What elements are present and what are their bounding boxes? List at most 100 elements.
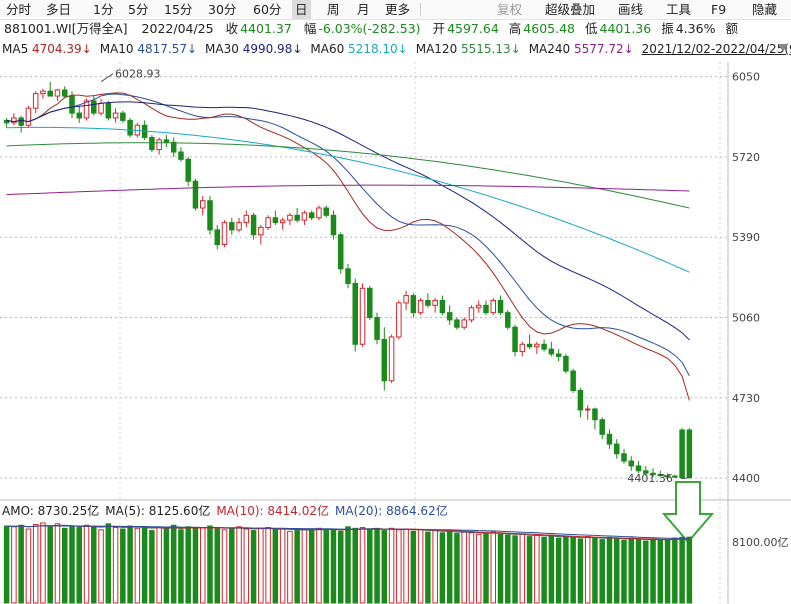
candle-23 — [170, 137, 177, 157]
candle-46 — [337, 232, 344, 274]
candle-body-4 — [32, 93, 39, 109]
candle-28 — [207, 195, 213, 235]
period-tab-3[interactable]: 5分 — [128, 2, 149, 17]
y-tick-label-1: 5720 — [732, 151, 760, 164]
y-tick-label-5: 4400 — [732, 472, 760, 485]
candle-52 — [381, 327, 388, 391]
candle-83 — [606, 429, 613, 449]
volume-ma20-line — [6, 525, 690, 539]
volume-bar-29 — [214, 528, 221, 604]
volume-bar-58 — [425, 531, 431, 604]
volume-bar-55 — [403, 528, 409, 604]
tool-button-1[interactable]: 超级叠加 — [545, 2, 596, 17]
ma-legend-value-ma10: 4817.57↓ — [133, 42, 198, 56]
candle-body-69 — [505, 312, 511, 328]
collapse-triangle-icon[interactable] — [778, 44, 788, 52]
volume-bar-50 — [367, 529, 373, 604]
candle-44 — [323, 205, 329, 218]
candle-50 — [367, 285, 373, 320]
low-marker-line — [681, 477, 690, 480]
candle-body-15 — [112, 112, 119, 119]
volume-bar-34 — [250, 530, 257, 604]
period-toolbar: 分时 多日 1分 5分 15分 30分 60分日 周 月更多 复权 超级叠加 画线 工具 F9 隐藏 — [0, 0, 791, 20]
volume-bar-86 — [628, 537, 635, 604]
period-tab-6[interactable]: 60分 — [253, 2, 282, 17]
date-range: 2021/12/02-2022/04/25(95日) — [641, 42, 791, 56]
candle-body-89 — [650, 472, 656, 475]
candle-body-60 — [439, 299, 446, 314]
volume-bar-31 — [229, 527, 235, 604]
ma-legend-value-ma30: 4990.98↓ — [238, 42, 303, 56]
candle-79 — [577, 388, 584, 418]
candle-body-20 — [149, 136, 155, 151]
candle-5 — [40, 88, 46, 99]
candle-87 — [635, 461, 642, 474]
volume-bar-41 — [301, 528, 308, 604]
toolbar-separator — [420, 3, 421, 16]
tool-button-0[interactable]: 复权 — [497, 2, 523, 17]
candle-body-91 — [664, 475, 671, 478]
period-tab-8[interactable]: 周 — [327, 2, 340, 17]
quote-amount-label: 额 — [725, 21, 738, 36]
volume-bar-27 — [199, 527, 206, 604]
volume-bar-25 — [185, 526, 191, 604]
candle-26 — [192, 178, 199, 211]
volume-bar-39 — [287, 530, 293, 604]
volume-bar-64 — [468, 532, 475, 604]
candle-body-29 — [214, 229, 221, 245]
volume-bar-82 — [599, 539, 605, 604]
period-tab-0[interactable]: 分时 — [6, 2, 32, 17]
ma-legend-label-ma5: MA5 — [2, 42, 29, 56]
volume-bar-89 — [650, 538, 656, 604]
candle-93 — [679, 428, 685, 479]
candle-72 — [526, 334, 533, 350]
quote-date: 2022/04/25 — [141, 21, 214, 36]
candle-body-31 — [229, 222, 235, 231]
period-tab-2[interactable]: 1分 — [93, 2, 114, 17]
candle-body-9 — [69, 95, 75, 114]
volume-bar-21 — [156, 527, 162, 604]
volume-legend-label-1: MA(5): — [105, 504, 149, 518]
tool-button-5[interactable]: 隐藏 — [752, 2, 778, 17]
candle-body-70 — [512, 326, 518, 353]
candle-body-46 — [337, 234, 344, 270]
volume-bar-12 — [91, 526, 97, 604]
candle-body-7 — [54, 89, 61, 97]
volume-bar-54 — [396, 529, 402, 604]
candle-body-45 — [330, 214, 337, 236]
volume-bar-73 — [534, 534, 540, 604]
candle-14 — [105, 100, 112, 121]
volume-bar-11 — [83, 524, 90, 604]
period-tab-1[interactable]: 多日 — [46, 2, 72, 17]
period-tab-9[interactable]: 月 — [357, 2, 370, 17]
candle-74 — [541, 339, 547, 352]
volume-bar-88 — [643, 540, 649, 604]
period-tab-10[interactable]: 更多 — [385, 2, 411, 17]
candle-3 — [25, 105, 32, 128]
candle-1 — [11, 113, 17, 126]
candle-88 — [643, 465, 649, 476]
tool-button-4[interactable]: F9 — [711, 2, 727, 17]
candle-58 — [425, 293, 431, 308]
period-tab-7[interactable]: 日 — [292, 0, 311, 19]
candle-36 — [265, 215, 271, 230]
candle-body-14 — [105, 102, 112, 119]
tool-button-2[interactable]: 画线 — [618, 2, 644, 17]
candle-body-82 — [599, 419, 605, 435]
candle-body-86 — [628, 460, 635, 467]
candle-31 — [229, 217, 235, 235]
candle-71 — [519, 341, 526, 357]
candle-body-37 — [272, 217, 279, 224]
quote-close-label: 收 — [225, 21, 239, 36]
ma-legend-value-ma120: 5515.13↓ — [457, 42, 521, 56]
tool-button-3[interactable]: 工具 — [666, 2, 692, 17]
ma-line-ma5 — [6, 92, 690, 401]
candle-85 — [621, 448, 627, 464]
low-annotation: 4401.36 — [627, 472, 673, 485]
quote-open: 4597.64 — [447, 21, 499, 36]
period-tab-5[interactable]: 30分 — [208, 2, 237, 17]
volume-bar-23 — [170, 524, 177, 604]
volume-bar-16 — [120, 528, 126, 604]
candle-55 — [403, 290, 409, 311]
period-tab-4[interactable]: 15分 — [164, 2, 193, 17]
